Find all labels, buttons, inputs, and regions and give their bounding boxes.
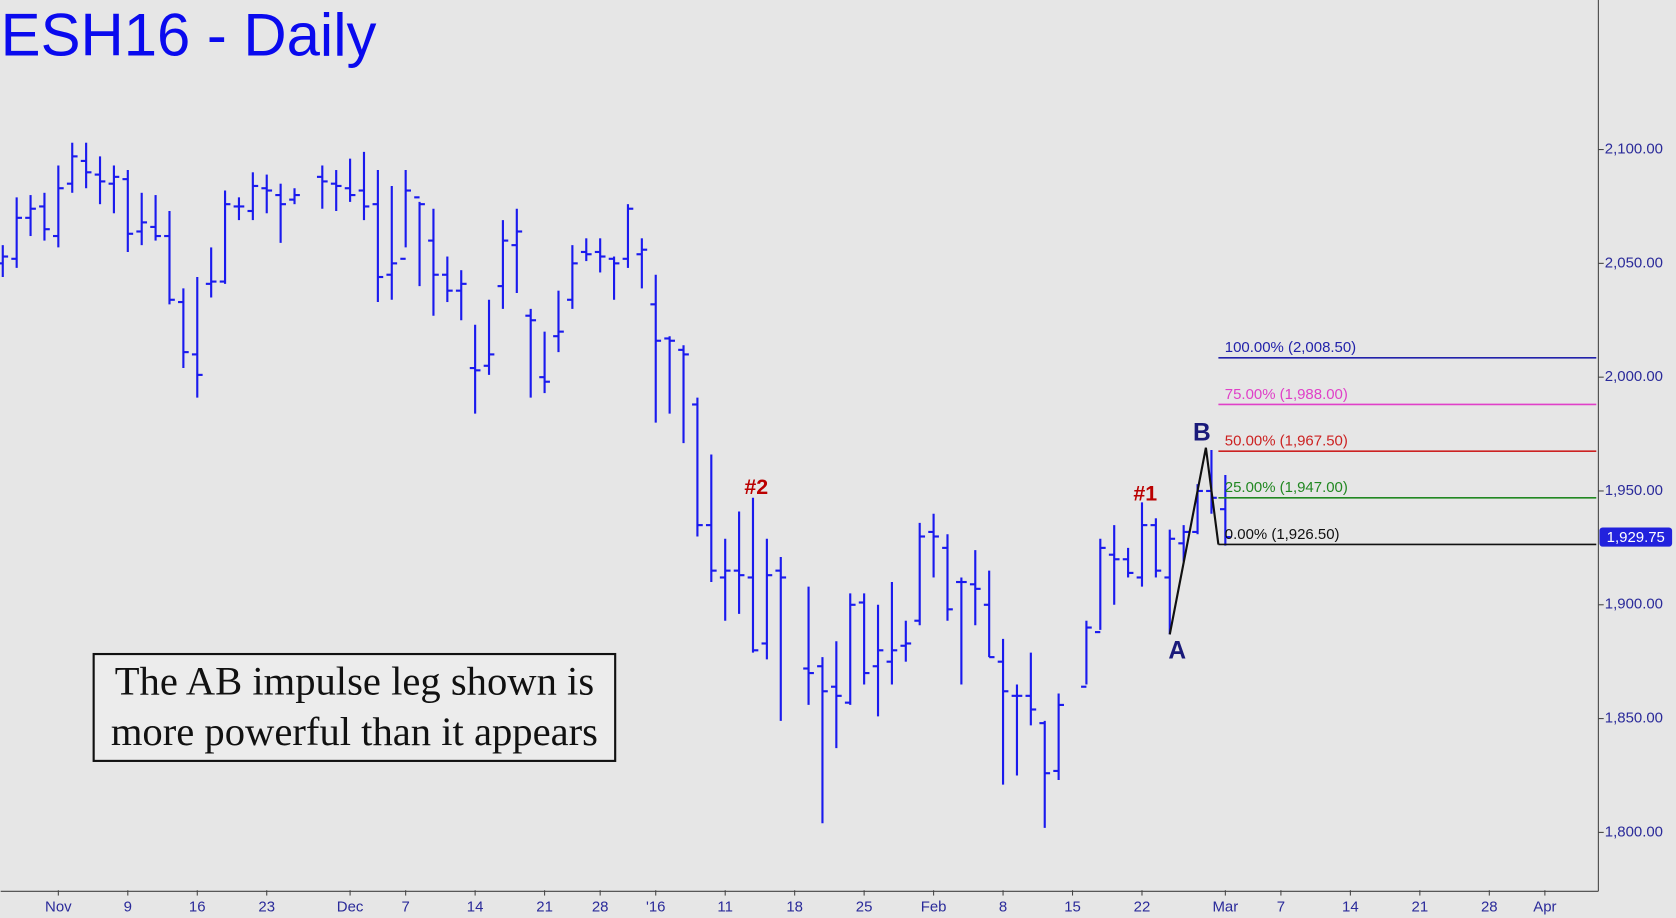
x-tick-label: 22 [1134, 898, 1151, 915]
x-tick-label: 8 [999, 898, 1007, 915]
x-tick-label: 7 [401, 898, 409, 915]
y-tick-label: 2,050.00 [1605, 254, 1663, 271]
annotation: #2 [744, 475, 768, 499]
x-tick-label: 25 [856, 898, 873, 915]
x-tick-label: 18 [786, 898, 803, 915]
note-line: The AB impulse leg shown is [115, 659, 594, 704]
annotation: #1 [1133, 481, 1157, 505]
x-tick-label: 14 [1342, 898, 1359, 915]
x-tick-label: 21 [1412, 898, 1429, 915]
fib-label: 0.00% (1,926.50) [1225, 526, 1340, 543]
x-tick-label: 28 [1481, 898, 1498, 915]
y-tick-label: 1,800.00 [1605, 823, 1663, 840]
last-price-label: 1,929.75 [1607, 529, 1665, 546]
x-tick-label: 14 [467, 898, 484, 915]
last-price-box [1599, 527, 1673, 547]
x-tick-label: 11 [717, 898, 733, 915]
x-tick-label: Feb [921, 898, 947, 915]
ab-line [1168, 447, 1220, 635]
y-tick-label: 2,100.00 [1605, 140, 1663, 157]
note-box [92, 652, 617, 762]
x-tick-label: '16 [646, 898, 665, 915]
x-tick-label: 21 [536, 898, 553, 915]
x-tick-label: 15 [1064, 898, 1081, 915]
x-tick-label: Nov [45, 898, 72, 915]
x-tick-label: 7 [1277, 898, 1285, 915]
chart-title: ESH16 - Daily [1, 2, 377, 69]
fib-label: 25.00% (1,947.00) [1225, 479, 1348, 496]
x-tick-label: 16 [189, 898, 206, 915]
y-tick-label: 1,850.00 [1605, 710, 1663, 727]
fib-label: 50.00% (1,967.50) [1225, 432, 1348, 449]
x-tick-label: 23 [258, 898, 275, 915]
fib-label: 75.00% (1,988.00) [1225, 386, 1348, 403]
y-tick-label: 1,900.00 [1605, 596, 1663, 613]
x-tick-label: 28 [592, 898, 609, 915]
fib-label: 100.00% (2,008.50) [1225, 339, 1356, 356]
x-tick-label: Dec [337, 898, 364, 915]
y-tick-label: 2,000.00 [1605, 368, 1663, 385]
note-line: more powerful than it appears [111, 709, 598, 754]
annotation: A [1168, 637, 1186, 664]
y-tick-label: 1,950.00 [1605, 482, 1663, 499]
x-tick-label: Apr [1533, 898, 1556, 915]
annotation: B [1193, 419, 1211, 446]
x-tick-label: Mar [1212, 898, 1238, 915]
x-tick-label: 9 [124, 898, 132, 915]
